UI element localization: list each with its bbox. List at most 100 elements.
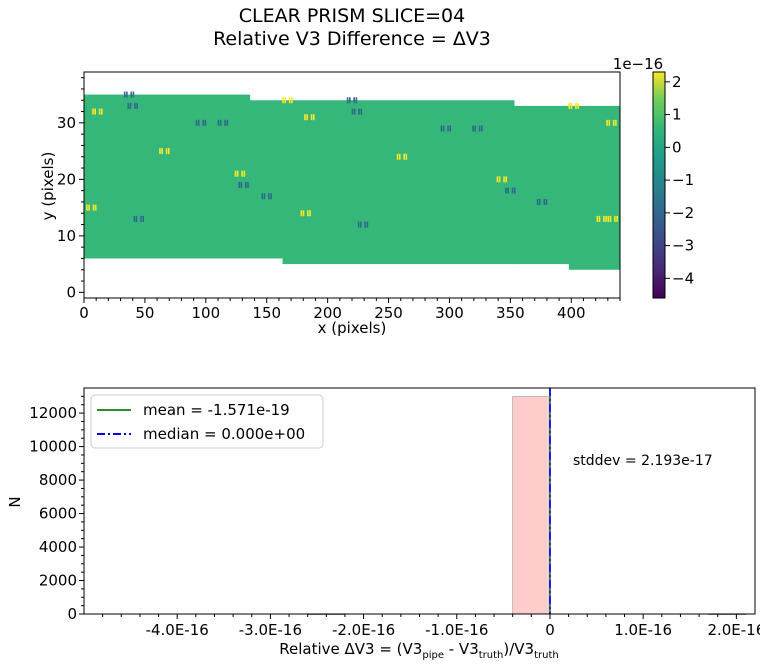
- legend-median-label: median = 0.000e+00: [143, 425, 305, 443]
- heatmap-spot-pixel: [498, 176, 501, 183]
- heatmap-spot-pixel: [447, 125, 449, 132]
- heatmap-spot-pixel: [577, 102, 579, 109]
- heatmap-spot: [92, 108, 103, 115]
- heatmap-spot: [606, 119, 617, 126]
- colorbar-tick-label: 2: [672, 73, 682, 91]
- heatmap-spot-pixel: [306, 114, 308, 121]
- heatmap-spot-pixel: [130, 91, 133, 98]
- colorbar-tick-label: −3: [672, 237, 694, 255]
- heatmap-spot: [300, 210, 311, 217]
- histogram-y-tick-label: 10000: [29, 438, 77, 456]
- heatmap-spot-pixel: [570, 102, 573, 109]
- histogram-y-tick-label: 4000: [39, 538, 77, 556]
- heatmap-x-tick-label: 250: [374, 304, 403, 322]
- heatmap-spot-pixel: [608, 119, 611, 126]
- heatmap-spot-pixel: [219, 119, 222, 126]
- histogram-legend: mean = -1.571e-19 median = 0.000e+00: [90, 394, 324, 449]
- heatmap-spot-pixel: [168, 148, 170, 155]
- heatmap-spot-pixel: [605, 215, 607, 222]
- colorbar-tick-label: −4: [672, 269, 694, 287]
- heatmap-spot-pixel: [134, 102, 136, 109]
- heatmap-x-tick-label: 100: [191, 304, 220, 322]
- heatmap-spot-pixel: [307, 210, 309, 217]
- colorbar-ticks: 2 1 0 −1 −2 −3 −4: [665, 73, 694, 287]
- heatmap-spot-pixel: [302, 210, 305, 217]
- heatmap-spot-pixel: [136, 102, 138, 109]
- histogram-x-tick-label: 0: [545, 621, 555, 639]
- heatmap-spot-pixel: [165, 148, 168, 155]
- histogram-y-label: N: [6, 496, 24, 507]
- heatmap-spot-pixel: [94, 108, 96, 115]
- heatmap-spot-pixel: [135, 215, 138, 222]
- heatmap-spot-pixel: [234, 170, 237, 177]
- heatmap-x-tick-label: 0: [79, 304, 89, 322]
- heatmap-spot: [261, 193, 272, 200]
- heatmap-spot-pixel: [609, 215, 612, 222]
- colorbar-tick-label: −2: [672, 204, 694, 222]
- heatmap-spot: [607, 215, 618, 222]
- heatmap-spot-pixel: [304, 114, 306, 121]
- heatmap-spot-pixel: [539, 198, 541, 205]
- heatmap-spot-pixel: [505, 176, 508, 183]
- histogram-x-tick-label: 1.0E-16: [614, 621, 672, 639]
- heatmap-x-label: x (pixels): [318, 319, 387, 337]
- heatmap-spot-pixel: [288, 97, 291, 104]
- heatmap-spot-pixel: [247, 182, 249, 188]
- heatmap-spot: [596, 215, 607, 222]
- heatmap-spot: [346, 97, 358, 104]
- heatmap-region-0: [84, 94, 251, 259]
- histogram-y-tick-label: 8000: [39, 471, 77, 489]
- heatmap-x-tick-label: 200: [313, 304, 342, 322]
- heatmap-spot-pixel: [195, 119, 198, 126]
- colorbar-scale-label: 1e−16: [613, 55, 663, 73]
- heatmap-spot-pixel: [353, 108, 356, 115]
- histogram-y-ticks: 0 2000 4000 6000 8000 10000 12000: [29, 395, 84, 623]
- heatmap-spot-pixel: [598, 215, 601, 222]
- heatmap-spot-pixel: [284, 97, 287, 104]
- heatmap-spot-pixel: [442, 125, 445, 132]
- heatmap-spot: [496, 176, 508, 183]
- heatmap-x-tick-label: 350: [496, 304, 525, 322]
- heatmap-spot: [282, 97, 293, 104]
- heatmap-x-tick-label: 150: [252, 304, 281, 322]
- heatmap-spot: [238, 182, 249, 188]
- heatmap-spot-pixel: [511, 187, 514, 194]
- colorbar: 2 1 0 −1 −2 −3 −4 1e−16: [613, 55, 694, 299]
- histogram-y-tick-label: 0: [67, 605, 77, 623]
- heatmap-spot-pixel: [132, 91, 135, 98]
- heatmap-spot-pixel: [472, 125, 474, 132]
- heatmap-spot-pixel: [536, 198, 539, 205]
- heatmap-spot: [357, 221, 369, 228]
- heatmap-spot-pixel: [616, 215, 618, 222]
- heatmap-spot: [568, 102, 579, 109]
- heatmap-spot-pixel: [312, 114, 315, 121]
- heatmap-spot-pixel: [349, 97, 351, 104]
- heatmap-spot-pixel: [507, 187, 509, 194]
- heatmap-spot-pixel: [505, 187, 507, 194]
- heatmap-region-4: [568, 105, 621, 270]
- heatmap-spot-pixel: [405, 153, 408, 160]
- heatmap-x-ticks: 0 50 100 150 200 250 300 350 400: [79, 298, 621, 322]
- heatmap-spot-pixel: [403, 153, 405, 160]
- heatmap-spot: [304, 114, 315, 121]
- heatmap-spot-pixel: [243, 170, 246, 177]
- histogram-y-tick-label: 12000: [29, 404, 77, 422]
- heatmap-region-3: [514, 105, 570, 265]
- colorbar-gradient: [652, 71, 666, 299]
- heatmap-spot: [351, 108, 363, 115]
- heatmap-spot-pixel: [366, 221, 369, 228]
- heatmap-spot-pixel: [310, 114, 313, 121]
- heatmap-spot-pixel: [449, 125, 451, 132]
- heatmap-region-1: [249, 100, 284, 259]
- heatmap-spot-pixel: [240, 182, 243, 188]
- heatmap-spot: [86, 204, 97, 211]
- colorbar-tick-label: 0: [672, 138, 682, 156]
- histogram-bar: [512, 396, 551, 615]
- heatmap-spot: [123, 91, 135, 98]
- heatmap-spot: [536, 198, 548, 205]
- heatmap-spot-pixel: [603, 215, 605, 222]
- heatmap-spot-pixel: [268, 193, 270, 200]
- heatmap-spot-pixel: [161, 148, 163, 155]
- heatmap-spot-pixel: [217, 119, 220, 126]
